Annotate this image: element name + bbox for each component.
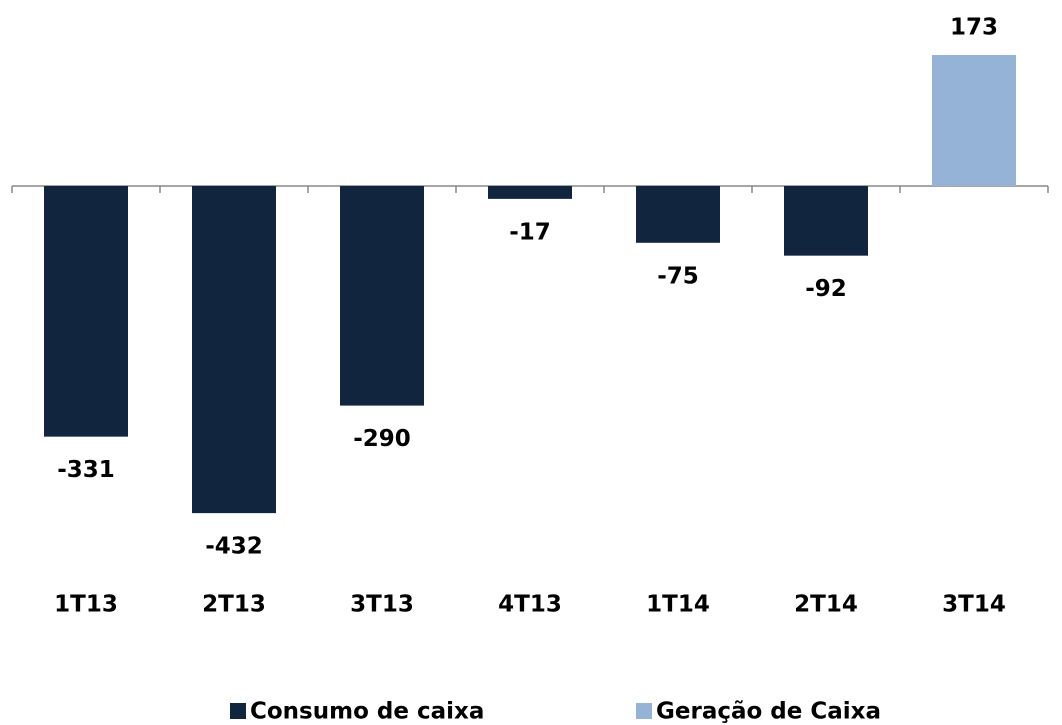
legend-label: Geração de Caixa (656, 699, 881, 725)
legend-label: Consumo de caixa (250, 699, 484, 725)
x-tick-label: 3T13 (350, 592, 414, 618)
data-label: -331 (57, 457, 115, 483)
x-tick-label: 2T14 (794, 592, 858, 618)
bar (192, 186, 276, 514)
data-label: 173 (950, 15, 998, 41)
bar (636, 186, 720, 243)
data-label: -432 (205, 534, 263, 560)
data-label: -290 (353, 426, 411, 452)
x-tick-label: 1T14 (646, 592, 710, 618)
bar (784, 186, 868, 256)
legend-swatch (230, 703, 246, 719)
x-tick-label: 1T13 (54, 592, 118, 618)
x-tick-label: 3T14 (942, 592, 1006, 618)
bar (932, 55, 1016, 186)
bar (488, 186, 572, 199)
data-label: -17 (509, 219, 551, 245)
bar (340, 186, 424, 406)
bar (44, 186, 128, 437)
data-label: -75 (657, 263, 699, 289)
x-tick-label: 4T13 (498, 592, 562, 618)
legend-swatch (636, 703, 652, 719)
data-label: -92 (805, 276, 847, 302)
x-tick-label: 2T13 (202, 592, 266, 618)
